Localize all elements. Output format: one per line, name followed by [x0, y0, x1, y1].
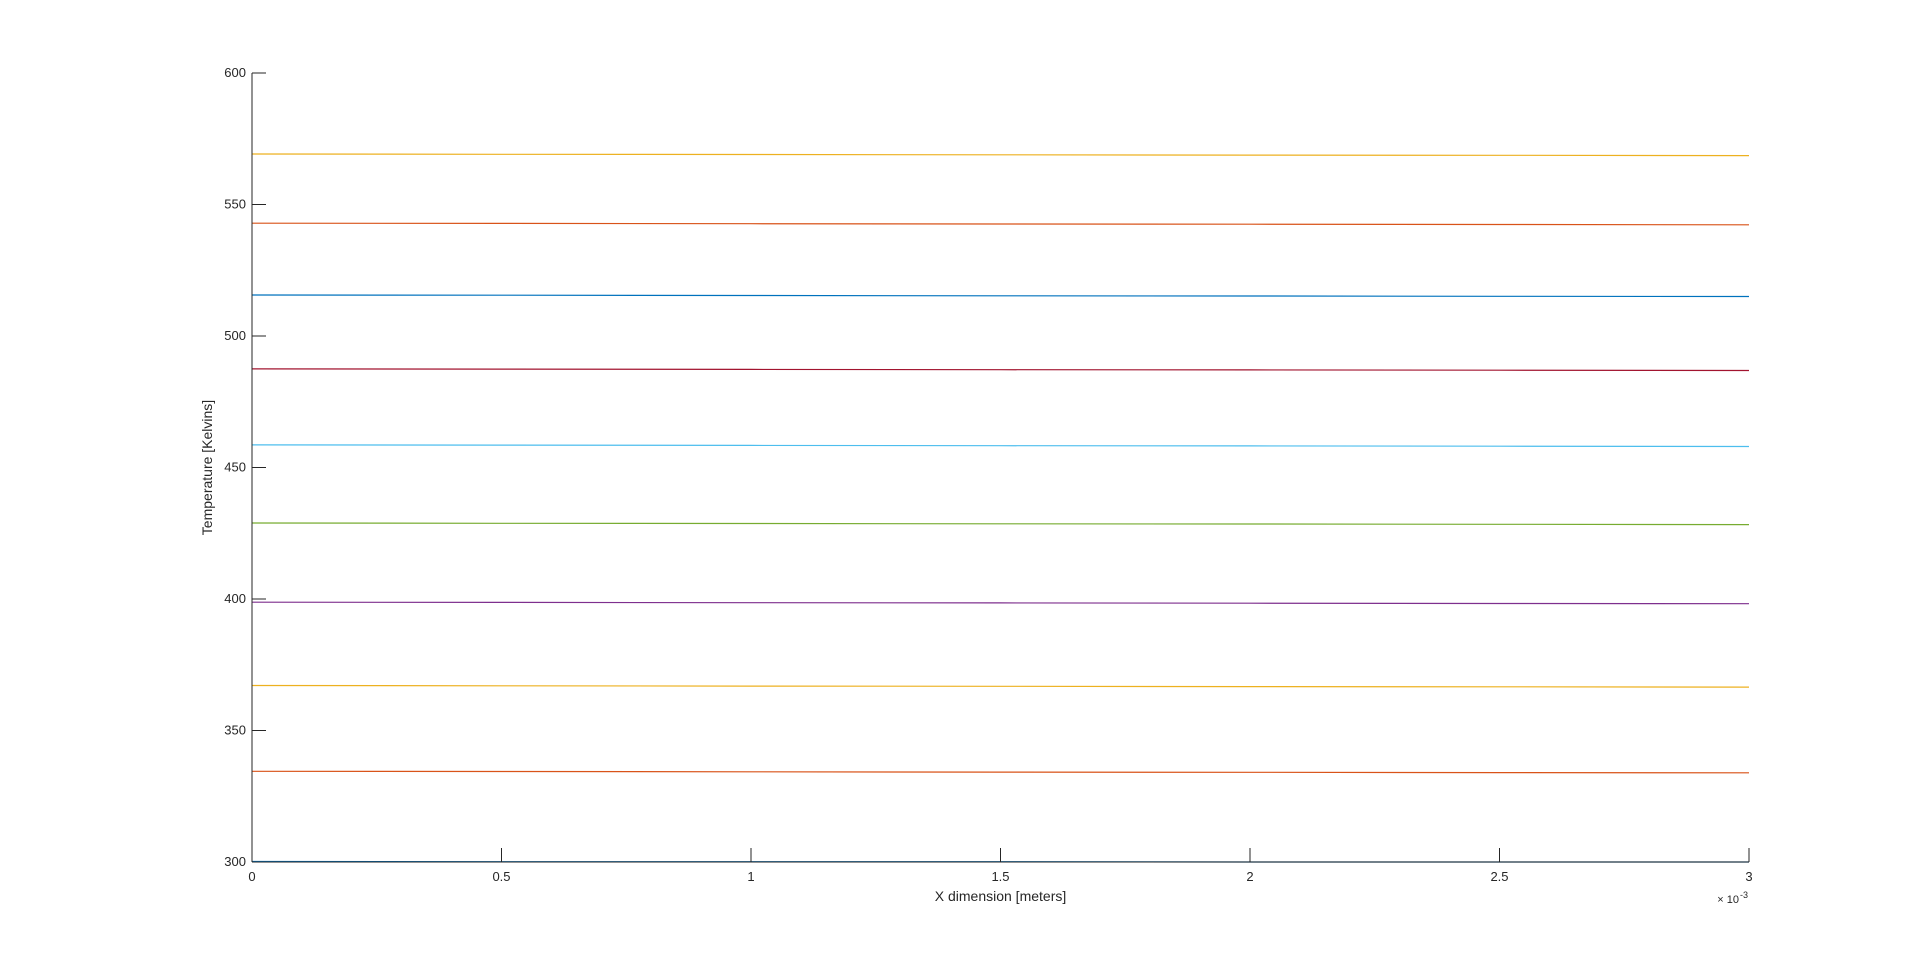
y-tick-label: 450: [224, 460, 246, 475]
x-tick-label: 2.5: [1490, 869, 1508, 884]
x-tick-label: 0.5: [492, 869, 510, 884]
x-axis-label: X dimension [meters]: [935, 888, 1067, 904]
y-tick-label: 350: [224, 723, 246, 738]
y-axis-label: Temperature [Kelvins]: [199, 400, 215, 535]
series-line-5: [251, 522, 1750, 526]
series-line-9: [251, 222, 1750, 226]
x-ticks: 0 0.5 1 1.5 2 2.5 3: [248, 848, 1753, 884]
x-tick-label: 2: [1246, 869, 1253, 884]
axes: [251, 73, 1749, 863]
x-tick-label: 3: [1745, 869, 1752, 884]
y-tick-label: 400: [224, 591, 246, 606]
series-line-6: [251, 444, 1750, 448]
y-tick-label: 500: [224, 328, 246, 343]
x-tick-label: 1: [747, 869, 754, 884]
y-ticks: 300 350 400 450 500 550 600: [224, 65, 266, 869]
x-tick-label: 1.5: [991, 869, 1009, 884]
x-exponent-power: -3: [1740, 890, 1748, 900]
y-tick-label: 550: [224, 197, 246, 212]
series-line-4: [251, 601, 1750, 605]
y-tick-label: 300: [224, 854, 246, 869]
series-line-10: [251, 153, 1750, 157]
series-layer: [251, 153, 1750, 863]
series-line-3: [251, 684, 1750, 688]
x-axis-exponent: × 10 -3: [1717, 890, 1748, 906]
x-exponent-base: × 10: [1717, 894, 1739, 906]
series-line-7: [251, 368, 1750, 372]
y-tick-label: 600: [224, 65, 246, 80]
x-tick-label: 0: [248, 869, 255, 884]
series-line-8: [251, 294, 1750, 298]
series-line-2: [251, 770, 1750, 774]
